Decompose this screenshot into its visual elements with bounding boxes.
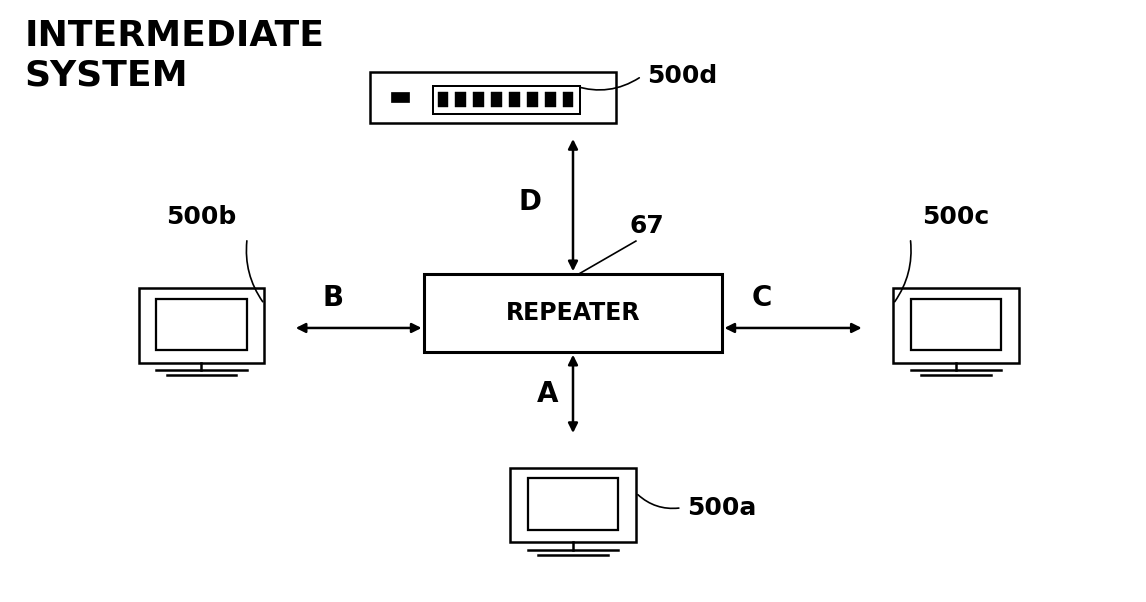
Bar (527, 92, 537, 107)
Bar (424, 274, 722, 352)
Text: 500b: 500b (166, 205, 236, 229)
Bar (473, 92, 484, 107)
Bar (911, 299, 1002, 350)
Bar (438, 92, 448, 107)
Bar (455, 92, 466, 107)
Text: B: B (322, 284, 344, 312)
Text: INTERMEDIATE
SYSTEM: INTERMEDIATE SYSTEM (24, 19, 324, 93)
Text: A: A (537, 380, 558, 408)
Bar (509, 92, 520, 107)
Text: REPEATER: REPEATER (505, 301, 641, 325)
Text: 67: 67 (630, 214, 665, 238)
Bar (544, 92, 556, 107)
Text: D: D (518, 188, 541, 216)
Bar (527, 479, 619, 530)
Text: 500c: 500c (923, 205, 990, 229)
Bar (433, 85, 580, 114)
Bar (893, 288, 1019, 362)
Bar (156, 299, 246, 350)
Text: 500d: 500d (647, 64, 717, 88)
Text: 500a: 500a (688, 495, 756, 520)
Bar (563, 92, 573, 107)
Bar (510, 468, 636, 542)
Bar (391, 93, 409, 102)
Bar (370, 72, 615, 123)
Bar (139, 288, 265, 362)
Text: C: C (752, 284, 771, 312)
Bar (492, 92, 502, 107)
